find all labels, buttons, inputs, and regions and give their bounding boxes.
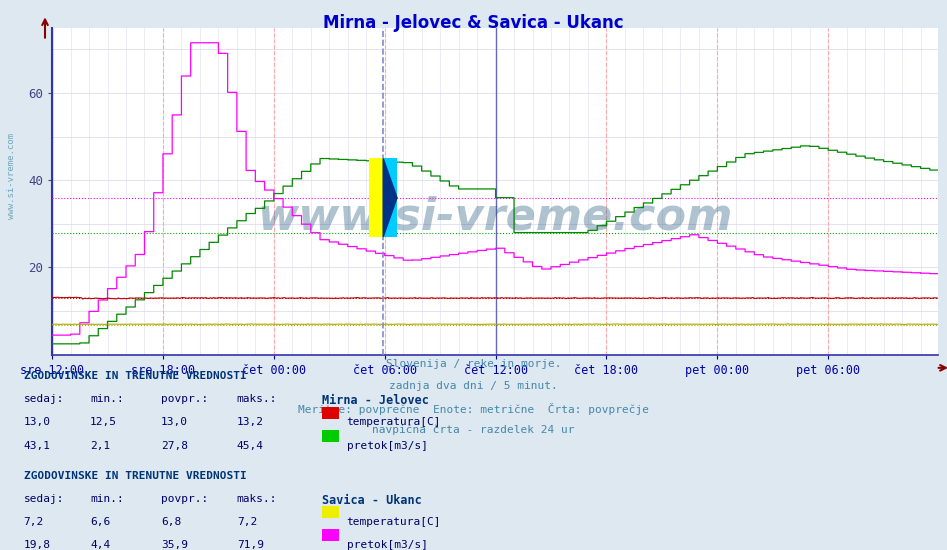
Text: 7,2: 7,2 — [237, 517, 257, 527]
Text: Slovenija / reke in morje.: Slovenija / reke in morje. — [385, 359, 562, 369]
Text: ZGODOVINSKE IN TRENUTNE VREDNOSTI: ZGODOVINSKE IN TRENUTNE VREDNOSTI — [24, 471, 246, 481]
Text: 12,5: 12,5 — [90, 417, 117, 427]
Text: 13,2: 13,2 — [237, 417, 264, 427]
Text: www.si-vreme.com: www.si-vreme.com — [257, 196, 733, 239]
Text: sedaj:: sedaj: — [24, 394, 64, 404]
Text: www.si-vreme.com: www.si-vreme.com — [7, 133, 16, 219]
Text: 13,0: 13,0 — [24, 417, 51, 427]
Text: 27,8: 27,8 — [161, 441, 188, 450]
Text: 2,1: 2,1 — [90, 441, 110, 450]
Text: 7,2: 7,2 — [24, 517, 44, 527]
Text: povpr.:: povpr.: — [161, 394, 208, 404]
Text: Mirna - Jelovec: Mirna - Jelovec — [322, 394, 429, 408]
Text: ZGODOVINSKE IN TRENUTNE VREDNOSTI: ZGODOVINSKE IN TRENUTNE VREDNOSTI — [24, 371, 246, 381]
Text: povpr.:: povpr.: — [161, 494, 208, 504]
Text: temperatura[C]: temperatura[C] — [347, 417, 441, 427]
Bar — [369, 158, 384, 237]
Text: 13,0: 13,0 — [161, 417, 188, 427]
Polygon shape — [384, 158, 397, 237]
Text: 45,4: 45,4 — [237, 441, 264, 450]
Text: Mirna - Jelovec & Savica - Ukanc: Mirna - Jelovec & Savica - Ukanc — [323, 14, 624, 32]
Text: 43,1: 43,1 — [24, 441, 51, 450]
Text: 71,9: 71,9 — [237, 540, 264, 550]
Bar — [384, 158, 397, 237]
Text: maks.:: maks.: — [237, 494, 277, 504]
Text: navpična črta - razdelek 24 ur: navpična črta - razdelek 24 ur — [372, 425, 575, 435]
Text: 19,8: 19,8 — [24, 540, 51, 550]
Text: zadnja dva dni / 5 minut.: zadnja dva dni / 5 minut. — [389, 381, 558, 390]
Text: sedaj:: sedaj: — [24, 494, 64, 504]
Text: min.:: min.: — [90, 394, 124, 404]
Text: Meritve: povprečne  Enote: metrične  Črta: povprečje: Meritve: povprečne Enote: metrične Črta:… — [298, 403, 649, 415]
Text: 6,8: 6,8 — [161, 517, 181, 527]
Text: 6,6: 6,6 — [90, 517, 110, 527]
Text: pretok[m3/s]: pretok[m3/s] — [347, 441, 428, 450]
Text: temperatura[C]: temperatura[C] — [347, 517, 441, 527]
Text: Savica - Ukanc: Savica - Ukanc — [322, 494, 421, 507]
Text: 35,9: 35,9 — [161, 540, 188, 550]
Text: min.:: min.: — [90, 494, 124, 504]
Text: maks.:: maks.: — [237, 394, 277, 404]
Text: pretok[m3/s]: pretok[m3/s] — [347, 540, 428, 550]
Text: 4,4: 4,4 — [90, 540, 110, 550]
